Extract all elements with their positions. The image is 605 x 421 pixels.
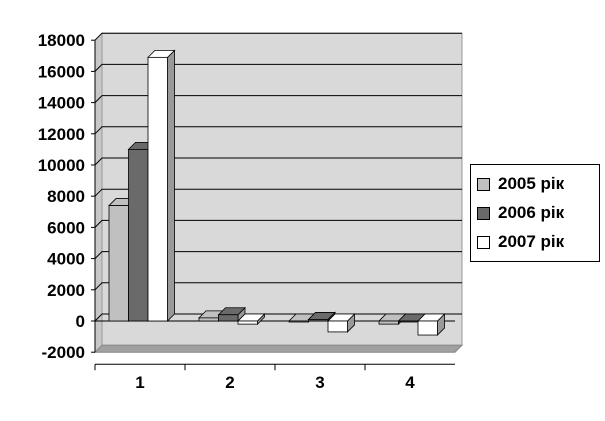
bar: [218, 314, 239, 322]
gridline: [94, 282, 462, 291]
x-tick-label: 4: [405, 373, 415, 392]
y-tick-label: 12000: [38, 125, 85, 144]
legend-item: 2006 рік: [477, 202, 564, 224]
y-tick-label: 14000: [38, 94, 85, 113]
x-tick-label: 3: [315, 373, 324, 392]
y-tick-label: 0: [76, 312, 85, 331]
y-tick-label: 6000: [47, 218, 85, 237]
bar: [308, 319, 329, 322]
gridline: [94, 126, 462, 135]
legend-label: 2006 рік: [498, 203, 565, 222]
legend-swatch: [477, 177, 490, 191]
gridline: [94, 95, 462, 103]
y-tick-label: 10000: [38, 156, 85, 175]
legend-label: 2007 рік: [498, 232, 565, 251]
legend-item: 2007 рік: [477, 231, 564, 253]
legend-item: 2005 рік: [477, 173, 564, 195]
floor: [93, 344, 464, 353]
y-tick-label: 2000: [47, 281, 85, 300]
gridline: [94, 157, 462, 166]
x-tick-label: 2: [225, 373, 234, 392]
bar: [288, 320, 309, 323]
y-tick-label: 18000: [38, 31, 85, 50]
bar: [417, 320, 438, 336]
bar-side: [167, 49, 175, 322]
bar: [147, 56, 168, 322]
bar: [128, 148, 149, 322]
bar: [327, 320, 348, 333]
bar: [398, 320, 419, 323]
y-tick-label: -2000: [42, 343, 85, 362]
bar: [378, 320, 399, 325]
legend-swatch: [477, 235, 490, 249]
y-tick-label: 4000: [47, 250, 85, 269]
bar: [108, 205, 129, 322]
gridline: [94, 63, 462, 72]
bar: [198, 317, 219, 322]
y-tick-label: 16000: [38, 62, 85, 81]
legend: 2005 рік 2006 рік 2007 рік: [470, 164, 600, 262]
gridline: [94, 188, 462, 197]
gridline: [94, 219, 462, 228]
gridline: [94, 32, 462, 41]
legend-label: 2005 рік: [498, 174, 565, 193]
y-tick-label: 8000: [47, 187, 85, 206]
legend-swatch: [477, 206, 490, 220]
x-tick-label: 1: [135, 373, 144, 392]
bar: [237, 320, 258, 325]
gridline: [94, 251, 462, 259]
